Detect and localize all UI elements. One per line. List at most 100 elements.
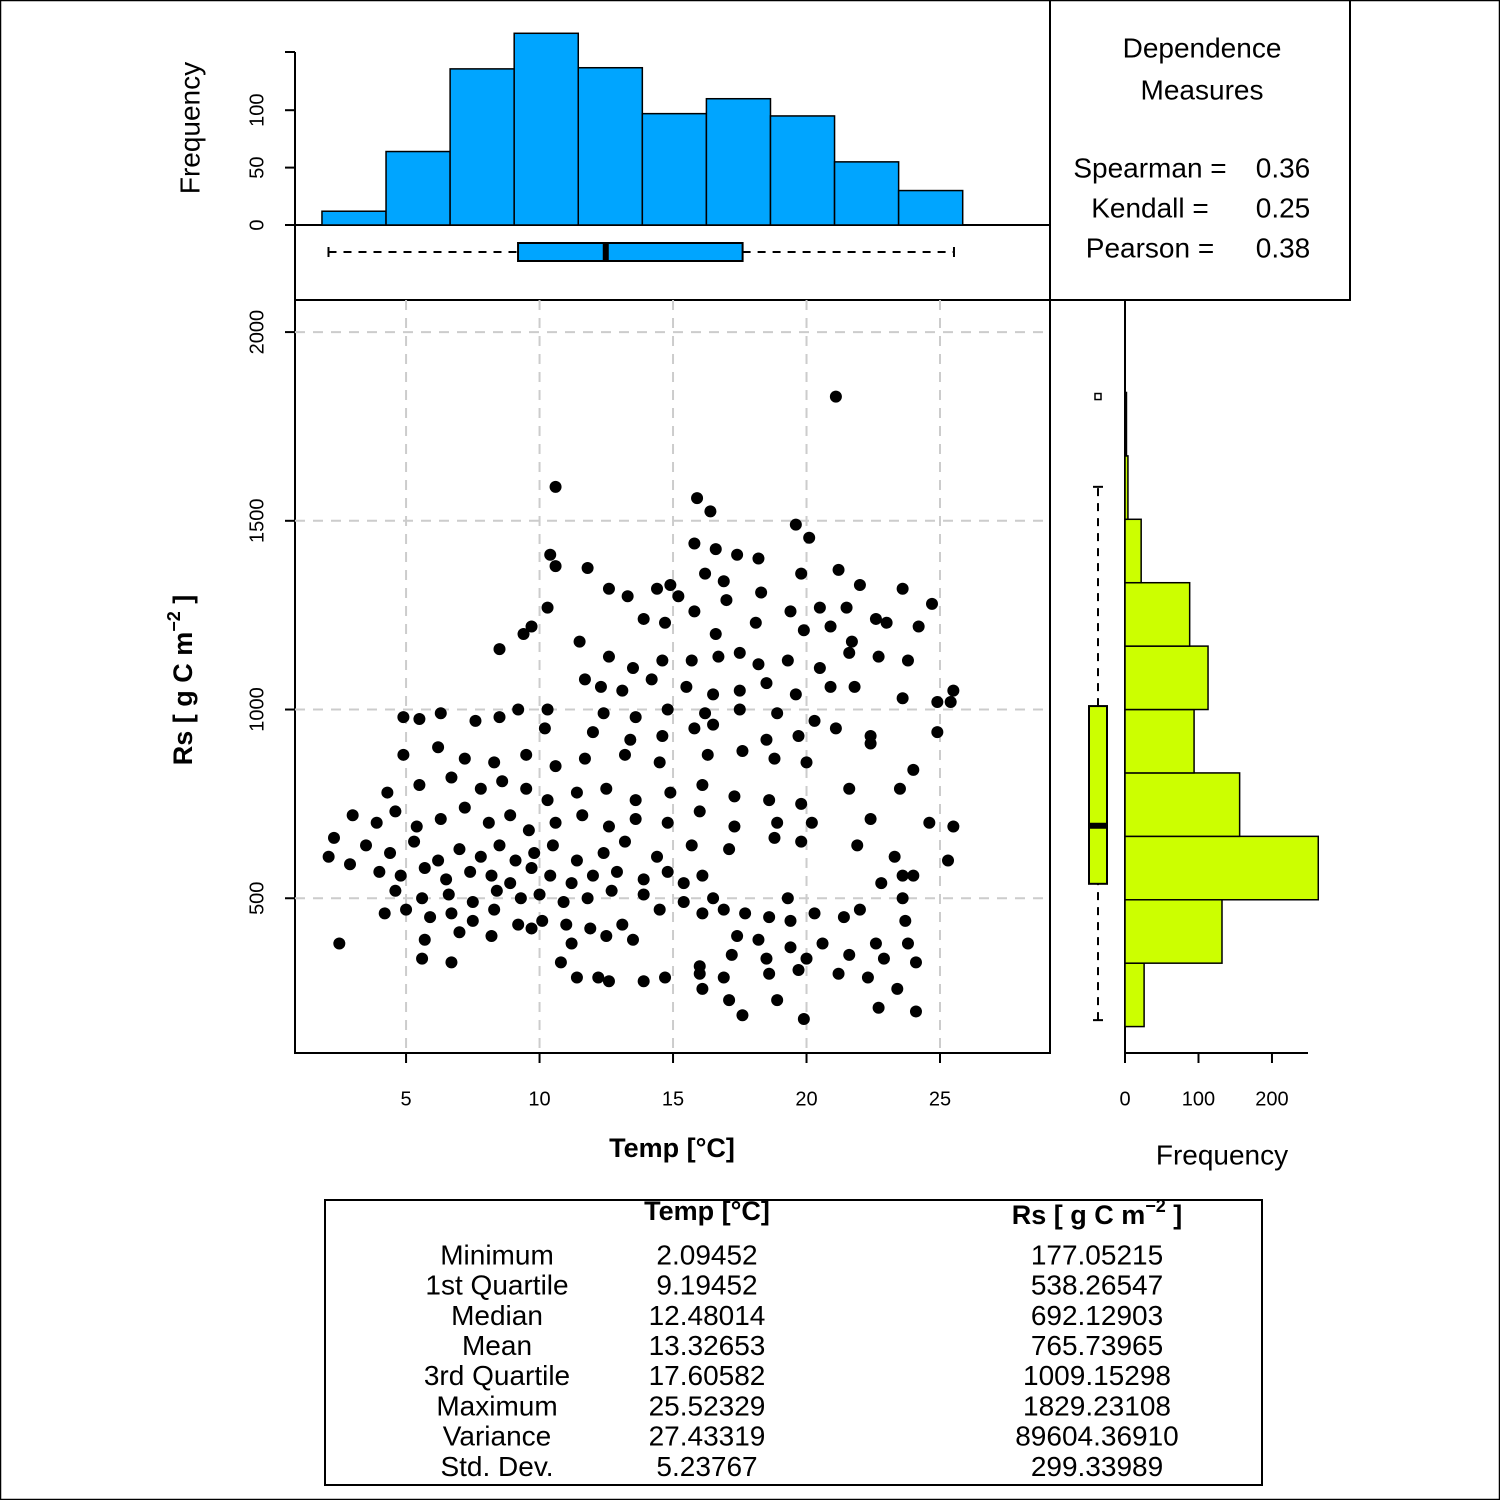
point xyxy=(923,816,936,829)
point xyxy=(896,869,909,882)
point xyxy=(691,492,704,505)
point xyxy=(661,865,674,878)
point xyxy=(384,846,397,859)
point xyxy=(784,914,797,927)
x-tick-label: 10 xyxy=(528,1088,550,1110)
point xyxy=(942,854,955,867)
point xyxy=(771,994,784,1007)
point xyxy=(832,563,845,576)
point xyxy=(781,892,794,905)
point xyxy=(466,914,479,927)
point xyxy=(637,612,650,625)
point xyxy=(464,865,477,878)
point xyxy=(424,911,437,924)
point xyxy=(688,722,701,735)
point xyxy=(474,782,487,795)
point xyxy=(504,809,517,822)
point xyxy=(578,752,591,765)
point xyxy=(522,824,535,837)
cell: 89604.36910 xyxy=(1015,1421,1179,1452)
point xyxy=(565,877,578,890)
point xyxy=(546,839,559,852)
point xyxy=(504,877,517,890)
point xyxy=(541,794,554,807)
point xyxy=(896,892,909,905)
y-tick-label: 1500 xyxy=(246,499,268,544)
point xyxy=(771,816,784,829)
point xyxy=(400,903,413,916)
point xyxy=(544,548,557,561)
point xyxy=(600,782,613,795)
point xyxy=(659,616,672,629)
point xyxy=(699,707,712,720)
point xyxy=(549,760,562,773)
point xyxy=(418,862,431,875)
point xyxy=(701,748,714,761)
point xyxy=(645,673,658,686)
point xyxy=(800,756,813,769)
point xyxy=(544,869,557,882)
point xyxy=(653,903,666,916)
point xyxy=(370,816,383,829)
point xyxy=(659,971,672,984)
point xyxy=(469,714,482,727)
bar xyxy=(641,112,708,226)
bar xyxy=(1124,581,1191,647)
point xyxy=(416,892,429,905)
point xyxy=(784,605,797,618)
point xyxy=(696,869,709,882)
point xyxy=(626,662,639,675)
point xyxy=(656,654,669,667)
point xyxy=(797,624,810,637)
point xyxy=(616,684,629,697)
point xyxy=(907,763,920,776)
point xyxy=(509,854,522,867)
point xyxy=(824,620,837,633)
point xyxy=(800,952,813,965)
point xyxy=(637,975,650,988)
point xyxy=(560,918,573,931)
bar xyxy=(897,189,964,226)
point xyxy=(525,620,538,633)
bar xyxy=(1124,899,1223,964)
point xyxy=(707,688,720,701)
dependence-title: Dependence xyxy=(1123,32,1282,63)
table-header: Temp [°C] xyxy=(644,1196,770,1226)
point xyxy=(488,903,501,916)
point xyxy=(549,560,562,573)
point xyxy=(869,937,882,950)
cell: 765.73965 xyxy=(1031,1330,1163,1361)
point xyxy=(442,888,455,901)
measure-value: 0.25 xyxy=(1256,192,1311,223)
point xyxy=(343,858,356,871)
x-tick-label: 100 xyxy=(1182,1088,1215,1110)
point xyxy=(931,695,944,708)
point xyxy=(637,873,650,886)
point xyxy=(485,929,498,942)
cell: 5.23767 xyxy=(656,1451,757,1482)
y-axis-label: Frequency xyxy=(174,62,205,194)
point xyxy=(488,756,501,769)
cell: 177.05215 xyxy=(1031,1239,1163,1270)
point xyxy=(853,903,866,916)
point xyxy=(768,752,781,765)
point xyxy=(813,662,826,675)
point xyxy=(688,537,701,550)
point xyxy=(378,907,391,920)
point xyxy=(677,877,690,890)
table-frame xyxy=(324,1199,1263,1486)
point xyxy=(445,956,458,969)
cell: 9.19452 xyxy=(656,1270,757,1301)
x-axis-label: Temp [°C] xyxy=(609,1133,735,1163)
point xyxy=(717,903,730,916)
point xyxy=(525,862,538,875)
point xyxy=(520,782,533,795)
point xyxy=(789,518,802,531)
row-label: Maximum xyxy=(436,1390,557,1421)
row-label: Median xyxy=(451,1300,543,1331)
cell: 13.32653 xyxy=(649,1330,766,1361)
point xyxy=(496,775,509,788)
point xyxy=(554,956,567,969)
point xyxy=(629,794,642,807)
